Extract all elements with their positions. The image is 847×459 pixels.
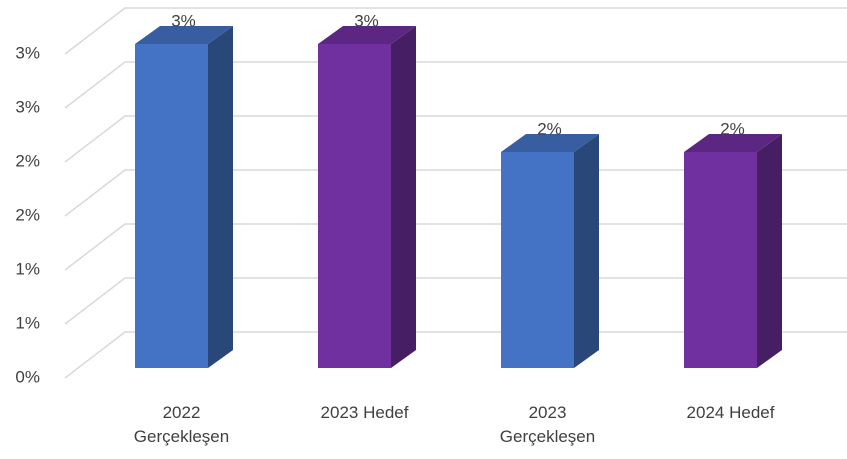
- bar-top: [135, 26, 233, 44]
- x-tick-label: 2023 Hedef: [320, 403, 409, 422]
- x-tick-label: 2022 Gerçekleşen: [133, 403, 230, 446]
- grid-line: [64, 331, 847, 379]
- grid-line: [64, 223, 847, 271]
- bar-top: [318, 26, 416, 44]
- bar-side: [574, 134, 599, 368]
- data-label: 3%: [171, 11, 196, 30]
- y-tick-label: 3%: [15, 43, 40, 62]
- grid-line: [64, 115, 847, 163]
- bar-side: [208, 26, 233, 368]
- bar-top: [501, 134, 599, 152]
- bar-side: [391, 26, 416, 368]
- x-tick-label: 2024 Hedef: [686, 403, 775, 422]
- bar-side: [757, 134, 782, 368]
- bar: [684, 152, 757, 368]
- data-label: 2%: [720, 119, 745, 138]
- y-tick-label: 0%: [15, 367, 40, 386]
- grid-line: [64, 169, 847, 217]
- data-label: 3%: [354, 11, 379, 30]
- bar: [501, 152, 574, 368]
- y-tick-label: 1%: [15, 259, 40, 278]
- y-tick-label: 1%: [15, 313, 40, 332]
- y-tick-label: 2%: [15, 205, 40, 224]
- data-label: 2%: [537, 119, 562, 138]
- grid-line: [64, 7, 847, 55]
- bar-top: [684, 134, 782, 152]
- grid-line: [64, 61, 847, 109]
- grid-line: [64, 277, 847, 325]
- x-tick-label: 2023 Gerçekleşen: [499, 403, 596, 446]
- y-tick-label: 2%: [15, 151, 40, 170]
- bar: [135, 44, 208, 368]
- y-tick-label: 3%: [15, 97, 40, 116]
- bar: [318, 44, 391, 368]
